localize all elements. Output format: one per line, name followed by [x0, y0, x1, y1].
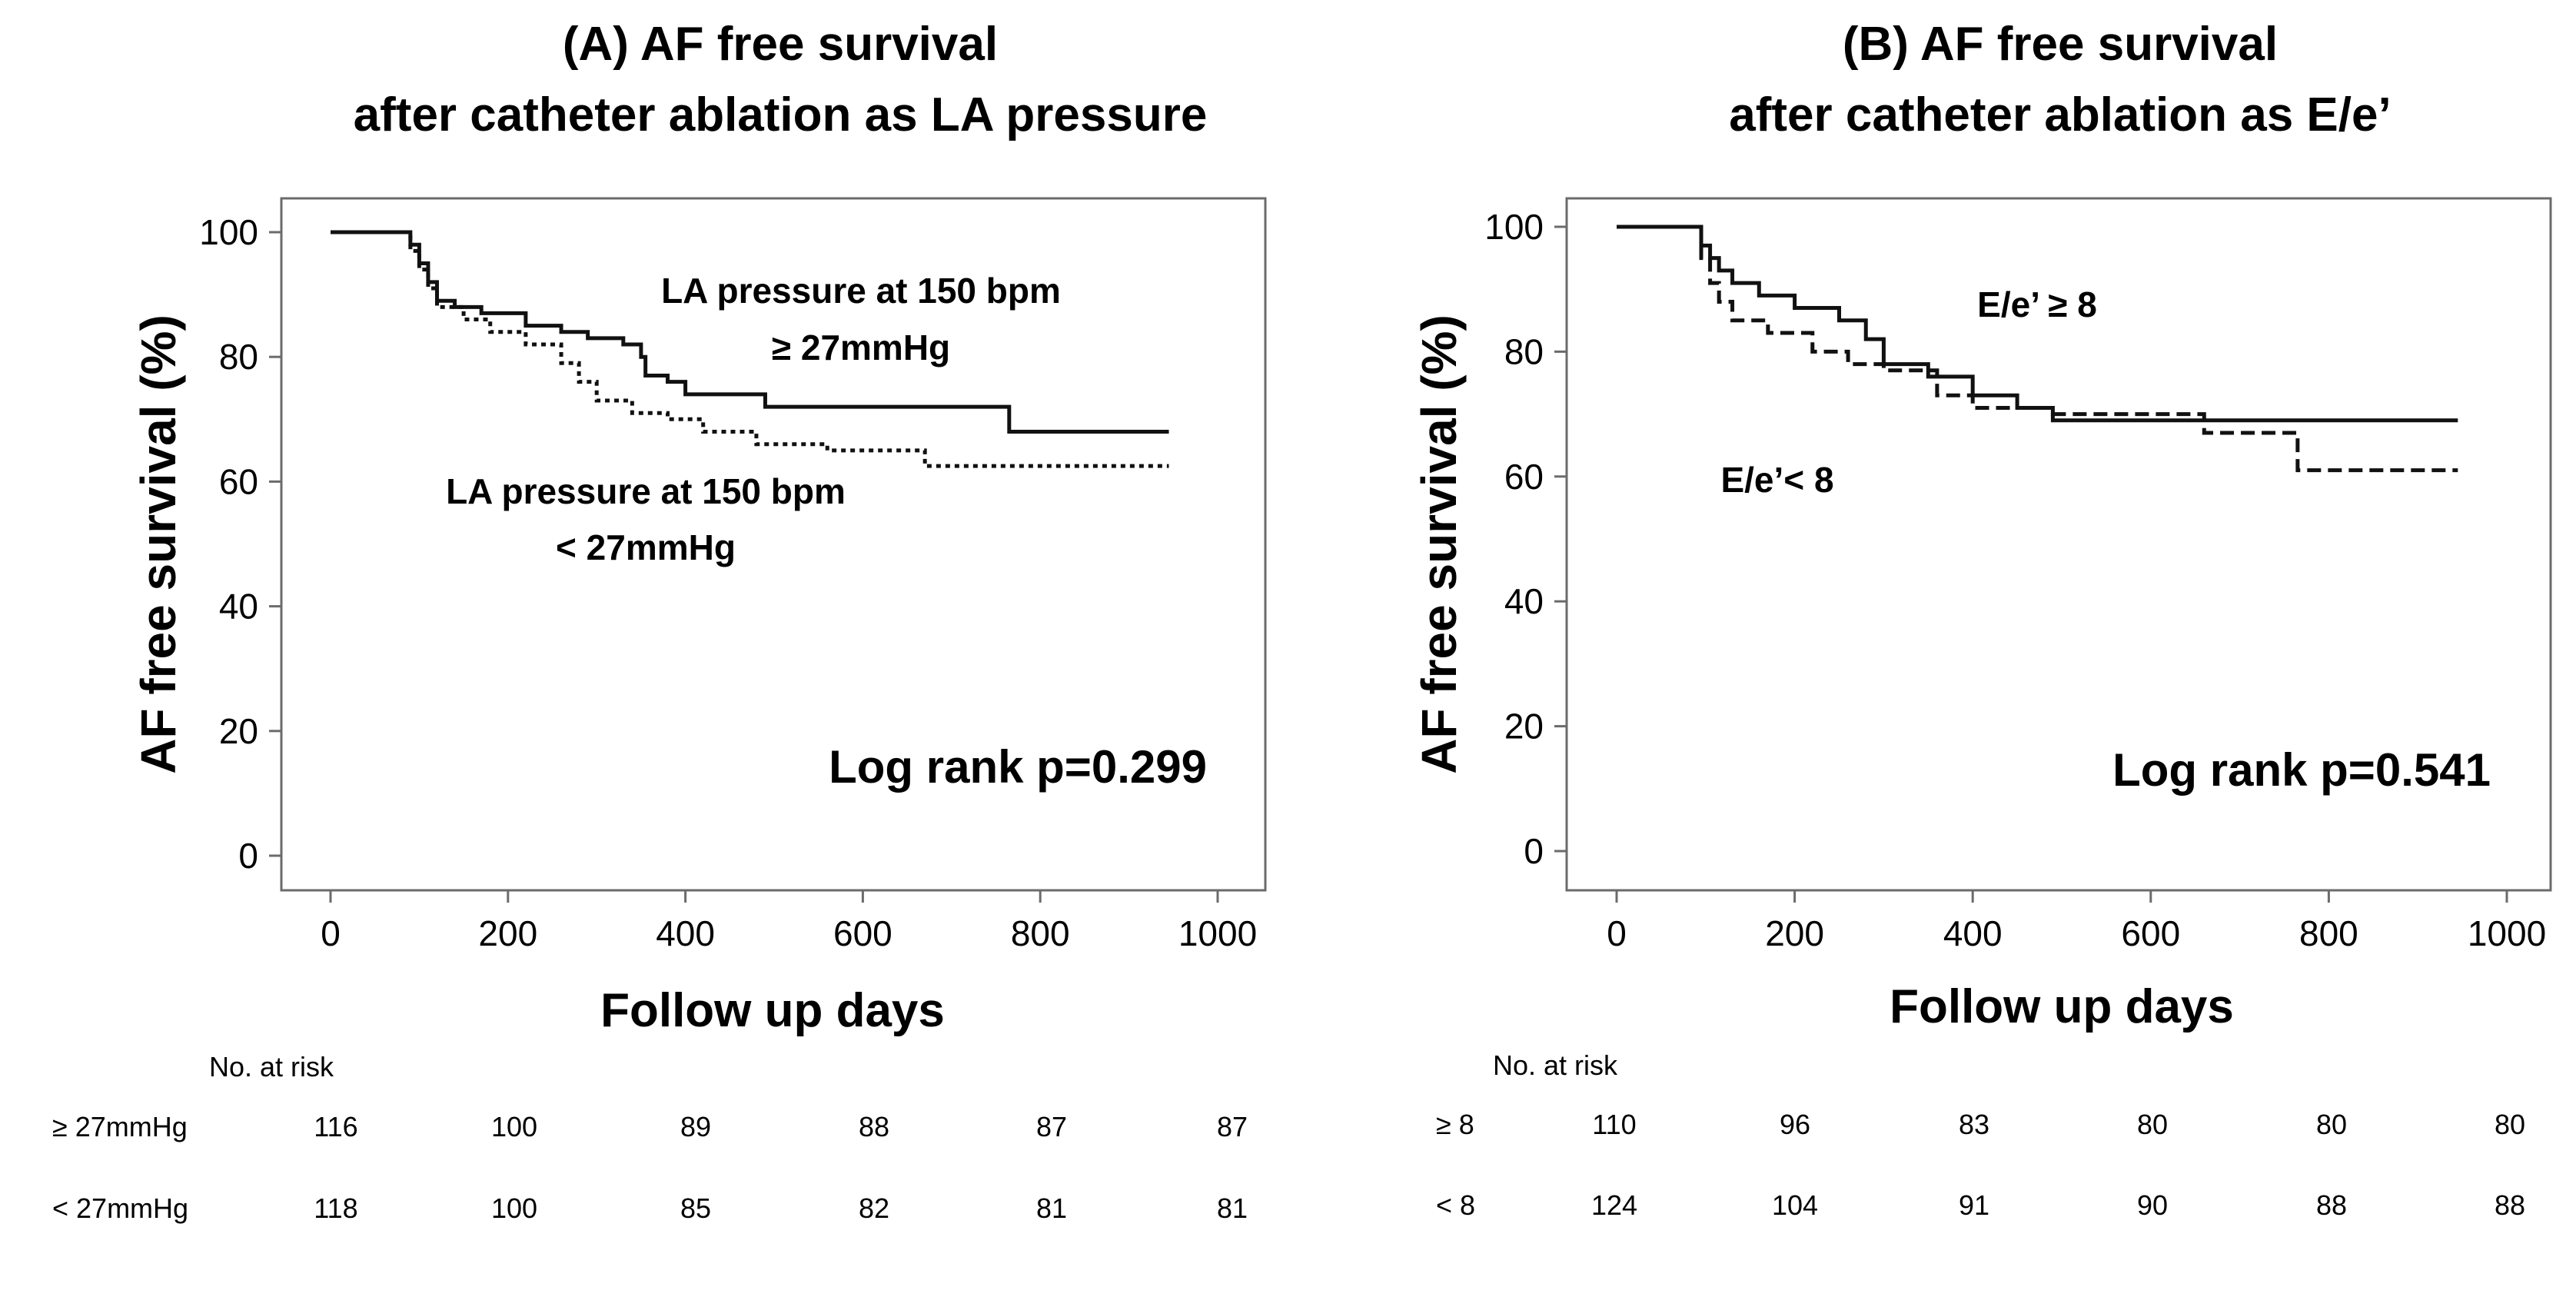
panel-a-risk-cell: 87	[1036, 1111, 1067, 1142]
panel-a-x-tick-label: 1000	[1178, 913, 1257, 953]
panel-b-risk-row-label: ≥ 8	[1436, 1109, 1474, 1140]
panel-a-series-2-curve	[331, 230, 1169, 468]
panel-a-risk-cell: 87	[1217, 1111, 1248, 1142]
panel-a-y-tick-label: 80	[219, 337, 258, 377]
panel-a-title-line-2: after catheter ablation as LA pressure	[354, 88, 1208, 141]
panel-b-title-line-1: (B) AF free survival	[1843, 18, 2278, 71]
panel-a-title-line-1: (A) AF free survival	[563, 18, 998, 71]
panel-a-risk-cell: 118	[314, 1192, 357, 1224]
panel-a-x-tick-label: 0	[321, 913, 341, 953]
panel-a-y-tick-label: 60	[219, 461, 258, 501]
panel-b-risk-table: ≥ 8 110 96 83 80 80 80 < 8 124 104 91 90 88 88	[1436, 1109, 2525, 1221]
panel-a-y-axis-label: AF free survival (%)	[131, 314, 186, 774]
panel-a-series-1-label-line-2: ≥ 27mmHg	[772, 328, 950, 367]
panel-b-risk-cell: 88	[2316, 1189, 2347, 1221]
panel-a-risk-header: No. at risk	[209, 1051, 334, 1083]
panel-a-risk-cell: 81	[1036, 1192, 1067, 1224]
panel-b-x-axis-label: Follow up days	[1890, 980, 2234, 1033]
panel-b-series-2-curve	[1617, 224, 2458, 473]
panel-b-y-tick-label: 0	[1524, 831, 1544, 871]
panel-a-x-tick-label: 400	[656, 913, 715, 953]
panel-b-y-tick-label: 40	[1504, 581, 1544, 621]
panel-a-x-tick-label: 800	[1011, 913, 1070, 953]
panel-a: (A) AF free survival after catheter abla…	[52, 18, 1267, 1224]
panel-a-series-2-label-line-1: LA pressure at 150 bpm	[446, 471, 846, 511]
panel-a-series-1-label-line-1: LA pressure at 150 bpm	[661, 271, 1061, 311]
panel-a-series-1-curve	[331, 230, 1169, 434]
panel-a-risk-cell: 100	[491, 1192, 537, 1224]
panel-b-x-axis: 0 200 400 600 800 1000	[1607, 890, 2546, 953]
panel-a-risk-table: ≥ 27mmHg 116 100 89 88 87 87 < 27mmHg 118 100 85 82…	[52, 1111, 1248, 1224]
panel-b-curves	[1617, 224, 2458, 473]
panel-a-x-axis-label: Follow up days	[600, 984, 945, 1037]
panel-b-risk-cell: 96	[1780, 1109, 1810, 1140]
panel-b-risk-cell: 91	[1959, 1189, 1989, 1221]
panel-b-risk-cell: 90	[2137, 1189, 2168, 1221]
panel-a-risk-cell: 88	[859, 1111, 889, 1142]
panel-b-risk-cell: 80	[2495, 1109, 2525, 1140]
panel-b-plot-frame	[1565, 197, 2552, 892]
panel-a-y-tick-label: 100	[199, 212, 258, 252]
panel-b-risk-cell: 80	[2137, 1109, 2168, 1140]
panel-a-risk-cell: 85	[680, 1192, 711, 1224]
panel-a-risk-cell: 116	[314, 1111, 357, 1142]
panel-b-series-2-label: E/e’< 8	[1720, 460, 1833, 500]
panel-a-series-2-label-line-2: < 27mmHg	[556, 527, 736, 567]
panel-b-series-1-curve	[1617, 224, 2458, 423]
panel-b-risk-cell: 124	[1591, 1189, 1637, 1221]
panel-a-log-rank-p: Log rank p=0.299	[829, 741, 1207, 793]
panel-a-risk-row-label: < 27mmHg	[52, 1192, 188, 1224]
panel-a-curves	[331, 230, 1169, 468]
panel-b: (B) AF free survival after catheter abla…	[1411, 18, 2552, 1221]
panel-a-y-tick-label: 0	[238, 836, 258, 876]
panel-b-risk-row-label: < 8	[1436, 1189, 1475, 1221]
panel-b-x-tick-label: 0	[1607, 913, 1627, 953]
panel-a-risk-cell: 82	[859, 1192, 889, 1224]
panel-b-x-tick-label: 800	[2299, 913, 2358, 953]
panel-b-y-tick-label: 80	[1504, 331, 1544, 371]
panel-b-x-tick-label: 600	[2121, 913, 2180, 953]
panel-a-risk-cell: 89	[680, 1111, 711, 1142]
panel-b-title-line-2: after catheter ablation as E/e’	[1729, 88, 2391, 141]
panel-a-plot-frame	[280, 197, 1267, 892]
panel-a-risk-cell: 81	[1217, 1192, 1248, 1224]
panel-b-series-1-label: E/e’ ≥ 8	[1977, 284, 2097, 324]
panel-b-y-axis: 0 20 40 60 80 100	[1484, 207, 1567, 871]
panel-b-x-tick-label: 400	[1943, 913, 2003, 953]
panel-b-risk-cell: 83	[1959, 1109, 1989, 1140]
panel-a-risk-row-label: ≥ 27mmHg	[52, 1111, 188, 1142]
panel-b-risk-cell: 104	[1772, 1189, 1818, 1221]
panel-b-y-tick-label: 20	[1504, 707, 1544, 747]
panel-b-risk-cell: 88	[2495, 1189, 2525, 1221]
panel-a-x-tick-label: 600	[833, 913, 892, 953]
panel-b-x-tick-label: 1000	[2468, 913, 2546, 953]
panel-b-risk-cell: 110	[1592, 1109, 1636, 1140]
panel-b-risk-cell: 80	[2316, 1109, 2347, 1140]
panel-a-y-tick-label: 20	[219, 711, 258, 751]
panel-a-x-tick-label: 200	[478, 913, 537, 953]
panel-b-y-axis-label: AF free survival (%)	[1411, 314, 1467, 774]
panel-b-log-rank-p: Log rank p=0.541	[2112, 744, 2491, 796]
panel-a-y-tick-label: 40	[219, 587, 258, 627]
panel-b-y-tick-label: 100	[1484, 207, 1544, 247]
panel-b-y-tick-label: 60	[1504, 457, 1544, 497]
panel-b-risk-header: No. at risk	[1493, 1049, 1618, 1081]
panel-b-x-tick-label: 200	[1765, 913, 1824, 953]
panel-a-risk-cell: 100	[491, 1111, 537, 1142]
panel-a-y-axis: 0 20 40 60 80 100	[199, 212, 281, 876]
panel-a-x-axis: 0 200 400 600 800 1000	[321, 890, 1257, 953]
